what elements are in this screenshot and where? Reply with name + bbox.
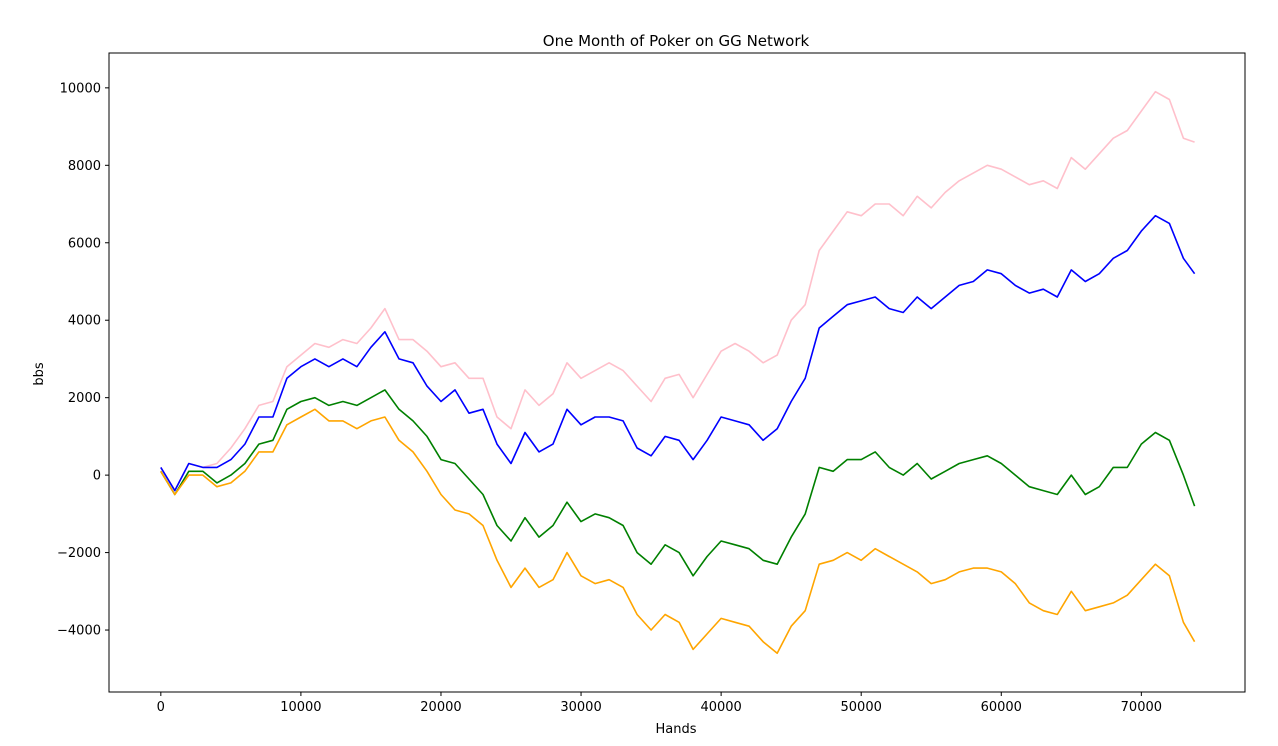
x-tick-label: 60000 [981,700,1022,715]
y-axis: −4000 −2000 0 2000 4000 6000 8000 10000 [57,81,109,639]
y-tick-label: 8000 [68,159,101,174]
x-axis: 0 10000 20000 30000 40000 50000 60000 70000 [157,692,1162,715]
x-tick-label: 50000 [841,700,882,715]
y-tick-label: 4000 [68,314,101,329]
series-line-3 [160,389,1196,577]
x-tick-label: 20000 [420,700,461,715]
plot-frame [108,52,1246,693]
series-line-2 [160,214,1196,492]
y-tick-label: −4000 [57,624,101,639]
y-tick-label: −2000 [57,546,101,561]
x-tick-label: 30000 [560,700,601,715]
x-tick-label: 0 [157,700,165,715]
series-line-1 [160,90,1195,492]
x-axis-label: Hands [655,722,696,737]
y-tick-label: 6000 [68,236,101,251]
series-layer [160,90,1196,655]
x-tick-label: 40000 [700,700,741,715]
y-axis-label: bbs [32,362,47,386]
series-line-4 [160,408,1196,655]
x-tick-label: 70000 [1121,700,1162,715]
y-tick-label: 2000 [68,391,101,406]
y-tick-label: 0 [93,469,101,484]
y-tick-label: 10000 [60,81,101,96]
x-tick-label: 10000 [280,700,321,715]
chart-title: One Month of Poker on GG Network [543,32,810,50]
